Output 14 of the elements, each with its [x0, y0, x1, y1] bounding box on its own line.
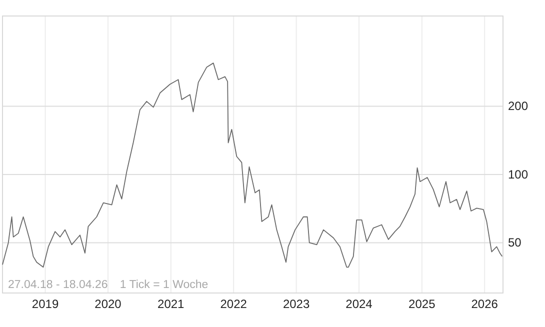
x-tick-label: 2021 — [158, 297, 185, 311]
annotation: 27.04.18 - 18.04.26 — [8, 279, 108, 291]
y-tick-label: 50 — [508, 236, 522, 250]
x-tick-label: 2022 — [220, 297, 248, 311]
x-tick-label: 2023 — [282, 297, 310, 311]
x-tick-label: 2024 — [346, 297, 373, 311]
x-tick-label: 2020 — [94, 297, 122, 311]
line-series — [2, 62, 503, 268]
x-tick-label: 2019 — [32, 297, 59, 311]
x-tick-label: 2026 — [471, 297, 498, 311]
annotation: 1 Tick = 1 Woche — [120, 279, 208, 291]
x-tick-label: 2025 — [408, 297, 436, 311]
y-tick-label: 200 — [508, 99, 528, 114]
y-tick-label: 100 — [508, 167, 528, 182]
